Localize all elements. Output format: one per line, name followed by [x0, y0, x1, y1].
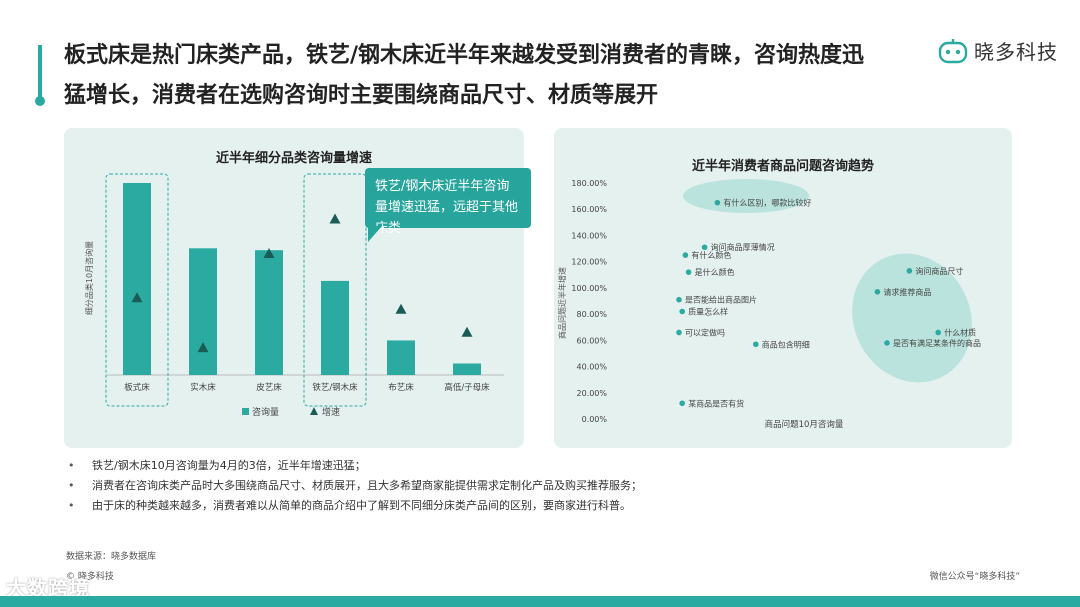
cluster-highlight: [683, 179, 809, 213]
bar: [189, 248, 217, 375]
insight-item: 铁艺/钢木床10月咨询量为4月的3倍，近半年增速迅猛；: [66, 456, 1026, 476]
wechat-account: 微信公众号“晓多科技”: [929, 572, 1020, 582]
growth-marker: [395, 303, 407, 314]
legend-label-growth: 增速: [322, 406, 340, 418]
insight-item: 由于床的种类越来越多，消费者难以从简单的商品介绍中了解到不同细分床类产品间的区别…: [66, 496, 1026, 516]
y-tick-label: 140.00%: [571, 231, 607, 240]
growth-marker: [461, 326, 473, 337]
legend-swatch-volume: [242, 408, 249, 415]
title-accent-bar: [38, 45, 42, 101]
scatter-point: [685, 269, 692, 275]
y-tick-label: 80.00%: [576, 310, 607, 319]
point-label: 是什么颜色: [695, 267, 735, 277]
data-source: 数据来源：晓多数据库: [66, 552, 157, 562]
highlight-box: [105, 173, 169, 407]
y-tick-label: 120.00%: [571, 258, 607, 267]
point-label: 询问商品厚薄情况: [711, 242, 775, 252]
x-tick-label: 皮艺床: [256, 382, 282, 393]
growth-marker: [329, 213, 341, 224]
logo: 晓多科技: [938, 36, 1058, 65]
bottom-accent-bar: [0, 596, 1080, 607]
x-tick-label: 实木床: [190, 382, 216, 393]
bar: [123, 183, 151, 375]
scatter-point: [701, 244, 708, 251]
point-label: 质量怎么样: [688, 306, 728, 316]
scatter-point: [676, 329, 682, 336]
point-label: 请求推荐商品: [883, 287, 931, 297]
bar: [453, 363, 481, 375]
growth-marker: [197, 342, 209, 353]
point-label: 什么材质: [944, 327, 976, 337]
highlight-box: [303, 173, 367, 407]
x-tick-label: 板式床: [124, 382, 150, 393]
x-tick-label: 高低/子母床: [444, 382, 490, 393]
point-label: 是否有满足某条件的商品: [893, 338, 981, 348]
callout-tail: [368, 226, 382, 242]
growth-marker: [131, 292, 143, 303]
point-label: 有什么区别，哪款比较好: [723, 198, 811, 208]
bar: [255, 250, 283, 375]
point-label: 询问商品尺寸: [915, 266, 963, 276]
cluster-highlight: [852, 253, 972, 383]
point-label: 商品包含明细: [762, 339, 810, 349]
x-tick-label: 布艺床: [388, 382, 414, 393]
scatter-chart-y-label: 商品问题近半年增速: [557, 267, 567, 339]
scatter-chart-x-label: 商品问题10月咨询量: [765, 419, 844, 430]
scatter-point: [676, 296, 682, 303]
scatter-point: [714, 199, 721, 206]
scatter-point: [935, 329, 941, 336]
insight-list: 铁艺/钢木床10月咨询量为4月的3倍，近半年增速迅猛； 消费者在咨询床类产品时大…: [66, 456, 1026, 516]
y-tick-label: 100.00%: [571, 284, 607, 293]
logo-text: 晓多科技: [974, 40, 1058, 64]
point-label: 是否能给出商品图片: [685, 295, 757, 305]
scatter-chart-panel: 近半年消费者商品问题咨询趋势商品问题近半年增速商品问题10月咨询量 0.00% 20…: [554, 128, 1012, 448]
bar-chart-title: 近半年细分品类咨询量增速: [216, 150, 372, 166]
robot-logo-icon: [938, 38, 968, 63]
scatter-point: [874, 289, 881, 295]
scatter-point: [753, 341, 759, 348]
scatter-point: [679, 308, 685, 315]
scatter-point: [906, 268, 913, 274]
bar-chart-y-label: 细分品类10月咨询量: [84, 241, 94, 315]
y-tick-label: 160.00%: [571, 205, 607, 214]
point-label: 可以定做吗: [685, 327, 725, 337]
insight-item: 消费者在咨询床类产品时大多围绕商品尺寸、材质展开，且大多希望商家能提供需求定制化…: [66, 476, 1026, 496]
growth-marker: [263, 248, 275, 259]
legend-swatch-growth: [310, 407, 318, 415]
x-tick-label: 铁艺/钢木床: [312, 382, 358, 393]
scatter-chart-title: 近半年消费者商品问题咨询趋势: [692, 158, 874, 174]
y-tick-label: 180.00%: [571, 179, 607, 188]
scatter-point: [679, 400, 685, 407]
callout-note: 铁艺/钢木床近半年咨询量增速迅猛，远超于其他床类: [365, 168, 531, 236]
copyright: © 晓多科技: [66, 572, 114, 582]
bar: [387, 340, 415, 375]
title-accent-dot: [35, 96, 45, 106]
scatter-point: [884, 340, 890, 346]
y-tick-label: 20.00%: [576, 389, 607, 398]
y-tick-label: 60.00%: [576, 336, 607, 345]
y-tick-label: 0.00%: [582, 415, 608, 424]
legend-label-volume: 咨询量: [252, 406, 279, 418]
y-tick-label: 40.00%: [576, 363, 607, 372]
scatter-point: [682, 252, 689, 258]
point-label: 有什么颜色: [691, 250, 731, 260]
bar: [321, 280, 349, 375]
point-label: 某商品是否有货: [688, 398, 744, 408]
page-title: 板式床是热门床类产品，铁艺/钢木床近半年来越发受到消费者的青睐，咨询热度迅猛增长…: [64, 43, 865, 108]
